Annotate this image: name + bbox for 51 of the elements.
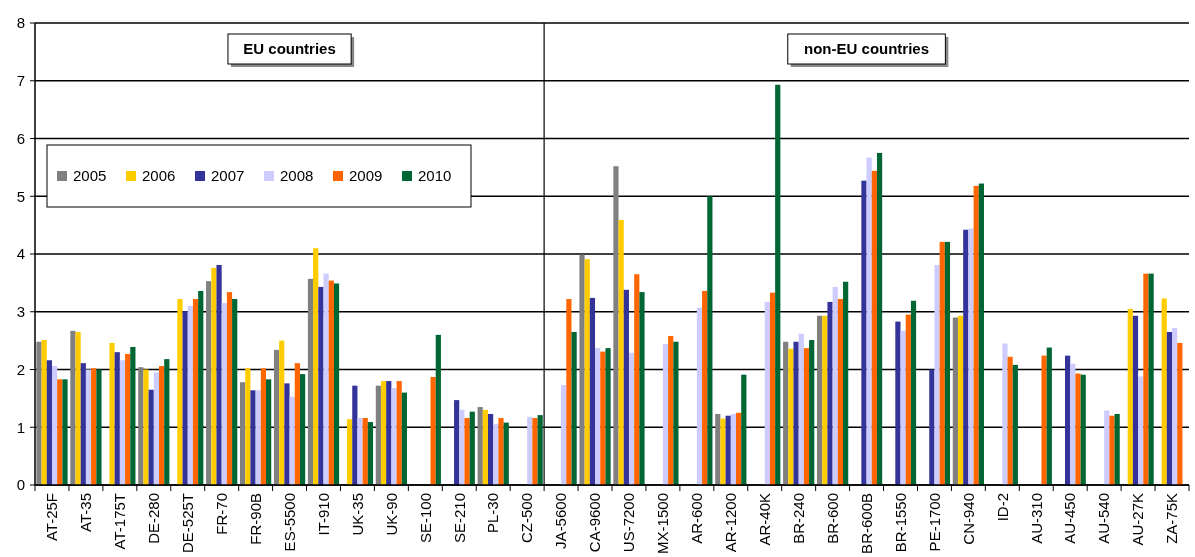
x-tick-label: SE-100 [416, 493, 434, 544]
x-tick-label: CZ-500 [518, 493, 536, 544]
x-tick-label: AR-600 [688, 493, 706, 544]
x-tick-label: ZA-75K [1163, 493, 1181, 544]
annotation: non-EU countries [804, 40, 930, 58]
x-tick-label: AU-540 [1095, 493, 1113, 544]
y-tick-label: 5 [16, 187, 25, 205]
x-tick-label: AU-310 [1027, 493, 1045, 544]
x-tick-label: SE-210 [450, 493, 468, 544]
x-tick-label: MX-1500 [654, 493, 672, 554]
x-tick-label: UK-35 [348, 493, 366, 536]
legend-label: 2007 [211, 167, 245, 185]
x-tick-label: AU-27K [1129, 493, 1147, 546]
y-tick-label: 0 [16, 476, 25, 494]
x-tick-label: JA-5600 [552, 493, 570, 549]
x-tick-label: FR-70 [212, 493, 230, 535]
x-tick-label: FR-90B [246, 493, 264, 545]
x-tick-label: AT-35 [77, 493, 95, 532]
x-tick-label: BR-1550 [891, 493, 909, 553]
x-tick-label: UK-90 [382, 493, 400, 536]
legend-label: 2008 [280, 167, 314, 185]
x-tick-label: PE-1700 [925, 493, 943, 552]
y-tick-label: 4 [16, 245, 25, 263]
y-tick-label: 7 [16, 72, 25, 89]
x-tick-label: AR-40K [755, 493, 773, 546]
x-tick-label: AU-450 [1061, 493, 1079, 544]
legend-label: 2006 [142, 167, 176, 185]
x-tick-label: ES-5500 [280, 493, 298, 552]
x-tick-label: CN-940 [959, 493, 977, 545]
legend-label: 2009 [349, 167, 383, 185]
x-tick-label: AR-1200 [722, 493, 740, 553]
x-tick-label: BR-600B [857, 493, 875, 554]
legend-label: 2005 [73, 167, 107, 185]
y-tick-label: 1 [16, 418, 25, 436]
x-tick-label: IT-910 [314, 493, 332, 536]
x-tick-label: BR-600 [823, 493, 841, 544]
y-tick-label: 8 [16, 14, 25, 32]
x-tick-label: US-7200 [620, 493, 638, 553]
x-tick-label: BR-240 [789, 493, 807, 544]
x-tick-label: CA-9600 [586, 493, 604, 553]
y-tick-label: 6 [16, 129, 25, 147]
x-tick-label: DE-280 [145, 493, 163, 544]
y-tick-label: 2 [16, 360, 25, 378]
x-tick-label: PL-30 [484, 493, 502, 534]
legend-label: 2010 [418, 167, 452, 185]
annotation: EU countries [243, 40, 336, 58]
x-tick-label: AT-175T [111, 493, 129, 550]
y-tick-label: 3 [16, 303, 25, 320]
x-tick-label: DE-525T [178, 493, 196, 554]
x-tick-label: ID-2 [993, 493, 1011, 522]
x-tick-label: AT-25F [43, 493, 61, 542]
